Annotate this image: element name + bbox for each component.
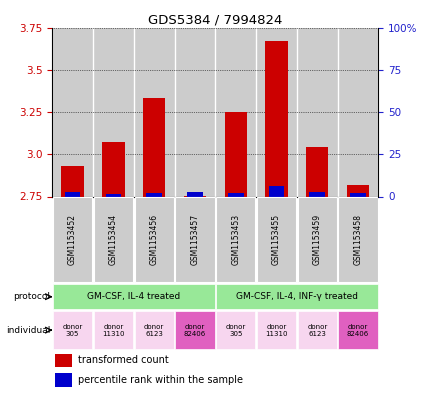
Bar [56, 354, 72, 367]
Bar [224, 112, 247, 196]
Text: donor
82406: donor 82406 [184, 323, 206, 337]
Text: GSM1153455: GSM1153455 [271, 214, 280, 265]
Bar [346, 185, 368, 196]
Text: individual: individual [6, 326, 50, 334]
Text: GSM1153453: GSM1153453 [231, 214, 240, 265]
Text: donor
6123: donor 6123 [144, 323, 164, 337]
Bar [143, 99, 165, 196]
Title: GDS5384 / 7994824: GDS5384 / 7994824 [148, 13, 282, 26]
FancyBboxPatch shape [216, 311, 255, 349]
FancyBboxPatch shape [94, 197, 133, 282]
Text: donor
305: donor 305 [225, 323, 245, 337]
Bar [65, 192, 80, 196]
Text: GSM1153456: GSM1153456 [149, 214, 158, 265]
FancyBboxPatch shape [53, 285, 214, 309]
Text: GM-CSF, IL-4, INF-γ treated: GM-CSF, IL-4, INF-γ treated [235, 292, 357, 301]
Bar [134, 28, 174, 196]
Text: GSM1153454: GSM1153454 [108, 214, 118, 265]
FancyBboxPatch shape [53, 197, 92, 282]
Text: GM-CSF, IL-4 treated: GM-CSF, IL-4 treated [87, 292, 180, 301]
Bar [306, 147, 328, 196]
Text: transformed count: transformed count [78, 355, 169, 365]
Bar [349, 193, 365, 196]
FancyBboxPatch shape [297, 311, 336, 349]
Text: GSM1153459: GSM1153459 [312, 214, 321, 265]
FancyBboxPatch shape [338, 197, 377, 282]
Text: GSM1153458: GSM1153458 [353, 214, 362, 265]
Bar [52, 28, 93, 196]
Bar [174, 28, 215, 196]
FancyBboxPatch shape [175, 311, 214, 349]
FancyBboxPatch shape [134, 197, 173, 282]
Bar [309, 192, 324, 196]
Bar [105, 195, 121, 196]
Text: donor
305: donor 305 [62, 323, 82, 337]
Bar [296, 28, 337, 196]
Bar [102, 142, 124, 196]
Bar [265, 41, 287, 196]
FancyBboxPatch shape [256, 311, 296, 349]
FancyBboxPatch shape [94, 311, 133, 349]
Text: donor
82406: donor 82406 [346, 323, 368, 337]
Bar [337, 28, 378, 196]
Bar [146, 193, 161, 196]
Bar [187, 192, 202, 196]
Bar [93, 28, 134, 196]
Bar [227, 193, 243, 196]
Bar [215, 28, 256, 196]
Bar [56, 373, 72, 387]
FancyBboxPatch shape [175, 197, 214, 282]
FancyBboxPatch shape [338, 311, 377, 349]
Bar [256, 28, 296, 196]
Bar [61, 166, 84, 196]
FancyBboxPatch shape [216, 285, 377, 309]
FancyBboxPatch shape [216, 197, 255, 282]
Text: donor
6123: donor 6123 [306, 323, 327, 337]
FancyBboxPatch shape [134, 311, 173, 349]
Text: GSM1153457: GSM1153457 [190, 214, 199, 265]
Bar [268, 186, 284, 196]
Text: GSM1153452: GSM1153452 [68, 214, 77, 265]
FancyBboxPatch shape [53, 311, 92, 349]
Text: donor
11310: donor 11310 [102, 323, 124, 337]
Text: protocol: protocol [13, 292, 50, 301]
FancyBboxPatch shape [256, 197, 296, 282]
Text: donor
11310: donor 11310 [265, 323, 287, 337]
Text: percentile rank within the sample: percentile rank within the sample [78, 375, 243, 385]
FancyBboxPatch shape [297, 197, 336, 282]
